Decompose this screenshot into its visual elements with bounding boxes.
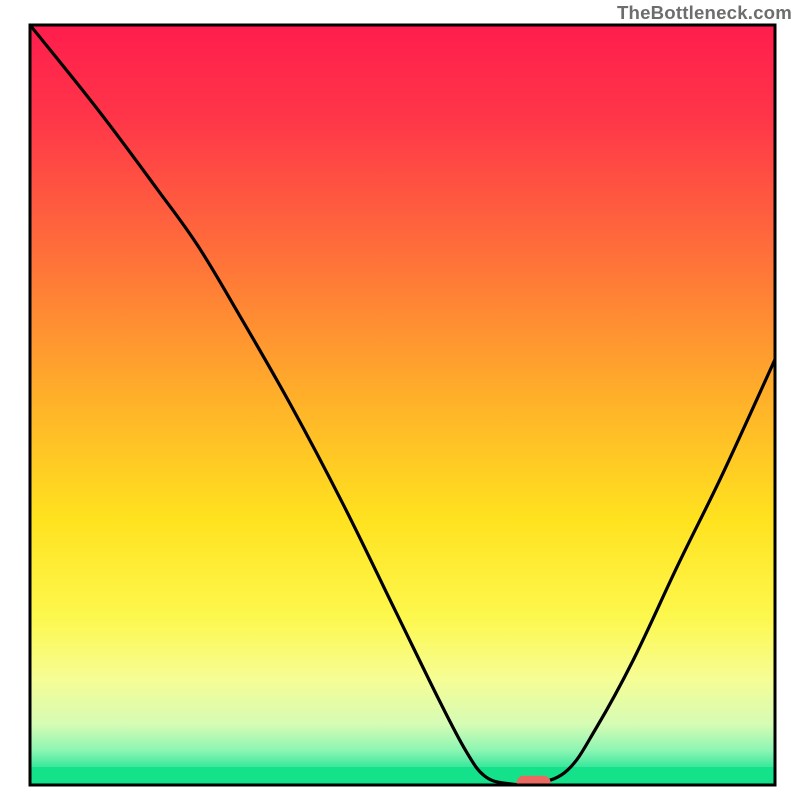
gradient-background: [30, 25, 775, 785]
chart-svg: [0, 0, 800, 800]
chart-canvas: TheBottleneck.com: [0, 0, 800, 800]
bottom-green-band: [30, 767, 775, 785]
watermark-text: TheBottleneck.com: [617, 2, 792, 24]
